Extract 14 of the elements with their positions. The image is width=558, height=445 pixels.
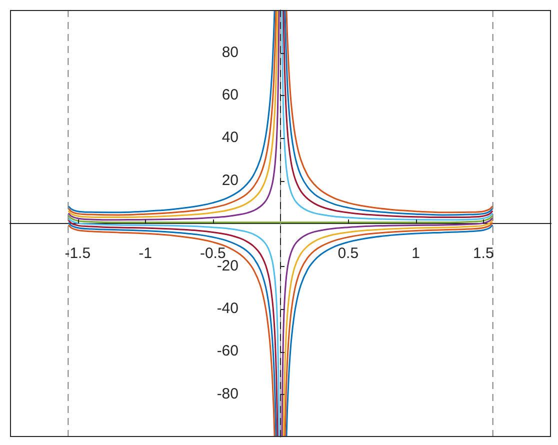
y-tick-label: -20 bbox=[216, 257, 238, 274]
y-tick-label: -80 bbox=[216, 385, 238, 402]
x-tick-label: 0.5 bbox=[338, 245, 359, 262]
x-tick-label: 1 bbox=[412, 245, 420, 262]
y-tick-label: 60 bbox=[222, 86, 238, 104]
x-tick-label: 1.5 bbox=[472, 245, 494, 262]
y-tick-label: -40 bbox=[216, 300, 238, 318]
x-tick-label: -1.5 bbox=[64, 245, 91, 262]
line-series bbox=[68, 215, 493, 224]
y-tick-label: 80 bbox=[222, 44, 238, 61]
x-tick-label: -1 bbox=[138, 245, 152, 262]
y-tick-label: 40 bbox=[222, 129, 238, 146]
y-tick-label: -60 bbox=[216, 342, 238, 360]
y-tick-label: 20 bbox=[222, 172, 238, 189]
